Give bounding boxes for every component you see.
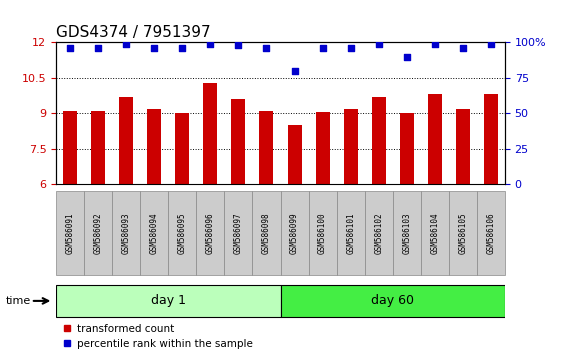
Point	[374, 41, 383, 47]
Text: GSM586096: GSM586096	[206, 213, 215, 255]
Bar	[56, 285, 280, 317]
Bar	[343, 109, 357, 184]
Point	[262, 45, 271, 51]
Bar	[309, 191, 337, 275]
Bar	[315, 112, 329, 184]
Point	[150, 45, 159, 51]
Bar	[63, 111, 77, 184]
Bar	[259, 111, 273, 184]
Bar	[393, 191, 421, 275]
Legend: transformed count, percentile rank within the sample: transformed count, percentile rank withi…	[61, 324, 253, 349]
Point	[486, 41, 495, 47]
Point	[122, 41, 131, 47]
Bar	[456, 109, 470, 184]
Text: GSM586092: GSM586092	[94, 213, 103, 255]
Bar	[371, 97, 385, 184]
Point	[234, 42, 243, 48]
Point	[290, 68, 299, 74]
Point	[206, 41, 215, 47]
Bar	[91, 111, 105, 184]
Bar	[484, 95, 498, 184]
Bar	[203, 82, 217, 184]
Bar	[231, 99, 245, 184]
Point	[458, 45, 467, 51]
Text: GSM586098: GSM586098	[262, 213, 271, 255]
Text: GSM586103: GSM586103	[402, 213, 411, 255]
Text: GSM586095: GSM586095	[178, 213, 187, 255]
Bar	[287, 125, 301, 184]
Bar	[449, 191, 477, 275]
Point	[178, 45, 187, 51]
Bar	[84, 191, 112, 275]
Text: GDS4374 / 7951397: GDS4374 / 7951397	[56, 25, 211, 40]
Bar	[365, 191, 393, 275]
Bar	[399, 113, 413, 184]
Bar	[224, 191, 252, 275]
Point	[318, 45, 327, 51]
Bar	[427, 95, 442, 184]
Text: day 60: day 60	[371, 295, 414, 307]
Point	[66, 45, 75, 51]
Point	[402, 54, 411, 59]
Text: GSM586100: GSM586100	[318, 213, 327, 255]
Bar	[56, 191, 84, 275]
Bar	[140, 191, 168, 275]
Text: GSM586099: GSM586099	[290, 213, 299, 255]
Bar	[175, 113, 189, 184]
Text: GSM586094: GSM586094	[150, 213, 159, 255]
Text: GSM586104: GSM586104	[430, 213, 439, 255]
Text: GSM586106: GSM586106	[486, 213, 495, 255]
Text: GSM586091: GSM586091	[66, 213, 75, 255]
Text: GSM586101: GSM586101	[346, 213, 355, 255]
Point	[430, 41, 439, 47]
Bar	[168, 191, 196, 275]
Bar	[196, 191, 224, 275]
Bar	[337, 191, 365, 275]
Text: day 1: day 1	[151, 295, 186, 307]
Bar	[280, 191, 309, 275]
Point	[346, 45, 355, 51]
Bar	[421, 191, 449, 275]
Bar	[252, 191, 280, 275]
Text: GSM586102: GSM586102	[374, 213, 383, 255]
Point	[94, 45, 103, 51]
Bar	[477, 191, 505, 275]
Bar	[119, 97, 133, 184]
Bar	[112, 191, 140, 275]
Text: GSM586093: GSM586093	[122, 213, 131, 255]
Bar	[280, 285, 505, 317]
Bar	[147, 109, 161, 184]
Text: GSM586105: GSM586105	[458, 213, 467, 255]
Text: time: time	[6, 296, 31, 306]
Text: GSM586097: GSM586097	[234, 213, 243, 255]
